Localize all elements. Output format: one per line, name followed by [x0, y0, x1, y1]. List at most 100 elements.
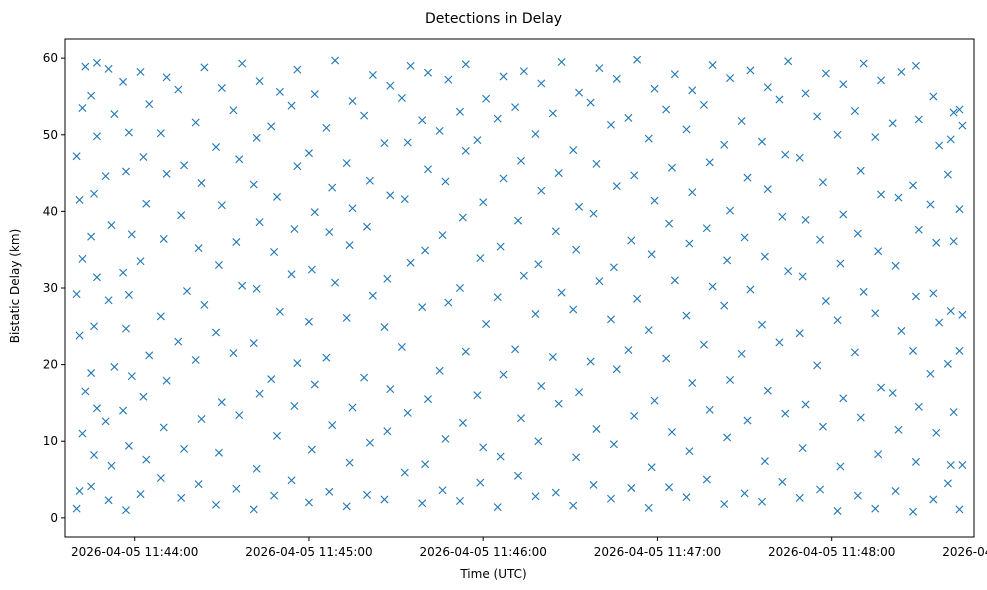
scatter-point	[723, 433, 732, 442]
scatter-point	[667, 163, 676, 172]
scatter-point	[101, 172, 110, 181]
scatter-point	[801, 89, 810, 98]
scatter-point	[217, 84, 226, 93]
scatter-point	[200, 63, 209, 72]
scatter-point	[249, 339, 258, 348]
scatter-point	[72, 152, 81, 161]
scatter-point	[194, 480, 203, 489]
scatter-point	[592, 159, 601, 168]
scatter-point	[124, 441, 133, 450]
scatter-point	[688, 86, 697, 95]
scatter-point	[740, 233, 749, 242]
scatter-point	[853, 491, 862, 500]
scatter-point	[705, 158, 714, 167]
scatter-point	[107, 221, 116, 230]
scatter-point	[737, 116, 746, 125]
scatter-point	[670, 276, 679, 285]
scatter-point	[682, 311, 691, 320]
scatter-point	[229, 349, 238, 358]
scatter-point	[569, 501, 578, 510]
scatter-point	[946, 460, 955, 469]
scatter-point	[554, 169, 563, 178]
scatter-point	[200, 300, 209, 309]
scatter-point	[212, 500, 221, 509]
scatter-point	[461, 60, 470, 69]
scatter-point	[87, 91, 96, 100]
scatter-point	[894, 425, 903, 434]
scatter-point	[726, 74, 735, 83]
scatter-point	[400, 468, 409, 477]
y-tick-label: 0	[50, 511, 58, 525]
scatter-point	[801, 400, 810, 409]
scatter-point	[813, 361, 822, 370]
scatter-point	[949, 237, 958, 246]
scatter-point	[955, 505, 964, 514]
x-tick-label: 2026-04-05 11:45:00	[245, 545, 372, 559]
scatter-point	[212, 143, 221, 152]
scatter-point	[877, 383, 886, 392]
scatter-point	[90, 451, 99, 460]
scatter-point	[589, 209, 598, 218]
scatter-point	[758, 137, 766, 146]
scatter-point	[946, 306, 955, 315]
scatter-point	[775, 338, 784, 347]
scatter-point	[104, 496, 113, 505]
scatter-point	[75, 487, 84, 496]
scatter-point	[836, 259, 845, 268]
scatter-point	[119, 77, 128, 86]
scatter-point	[499, 174, 508, 183]
scatter-point	[877, 190, 886, 199]
scatter-point	[441, 434, 450, 443]
scatter-point	[569, 305, 578, 314]
scatter-point	[935, 318, 944, 327]
scatter-point	[644, 326, 653, 335]
scatter-point	[624, 113, 633, 122]
scatter-point	[92, 132, 101, 141]
scatter-point	[519, 67, 528, 76]
scatter-point	[342, 159, 351, 168]
scatter-point	[232, 238, 241, 247]
scatter-point	[516, 156, 525, 165]
scatter-point	[531, 492, 540, 501]
scatter-point	[142, 455, 151, 464]
scatter-point	[699, 100, 708, 109]
scatter-point	[406, 258, 415, 267]
scatter-point	[197, 179, 206, 188]
scatter-point	[763, 83, 772, 92]
scatter-point	[124, 290, 133, 299]
scatter-point	[859, 287, 868, 296]
scatter-point	[72, 504, 81, 513]
scatter-point	[929, 92, 938, 101]
scatter-point	[705, 405, 714, 414]
scatter-point	[911, 61, 920, 70]
scatter-point	[493, 114, 502, 123]
scatter-point	[667, 428, 676, 437]
scatter-point	[217, 398, 226, 407]
scatter-point	[763, 386, 772, 395]
scatter-point	[159, 423, 168, 432]
scatter-point	[813, 112, 822, 121]
scatter-point	[493, 503, 502, 512]
scatter-point	[493, 293, 502, 302]
scatter-point	[438, 231, 447, 240]
scatter-point	[136, 490, 145, 499]
scatter-point	[229, 106, 238, 115]
scatter-point	[304, 149, 313, 158]
scatter-point	[586, 357, 595, 366]
scatter-point	[778, 212, 787, 221]
scatter-point	[310, 380, 319, 389]
scatter-point	[139, 392, 148, 401]
scatter-point	[569, 146, 578, 155]
scatter-point	[383, 274, 392, 283]
scatter-point	[365, 438, 374, 447]
scatter-point	[647, 463, 656, 472]
scatter-point	[249, 180, 258, 189]
scatter-point	[180, 161, 189, 170]
scatter-point	[647, 250, 656, 259]
scatter-point	[119, 406, 128, 415]
scatter-point	[720, 301, 729, 310]
scatter-point	[839, 210, 848, 219]
scatter-point	[888, 388, 897, 397]
scatter-point	[856, 166, 865, 175]
scatter-point	[418, 303, 427, 312]
